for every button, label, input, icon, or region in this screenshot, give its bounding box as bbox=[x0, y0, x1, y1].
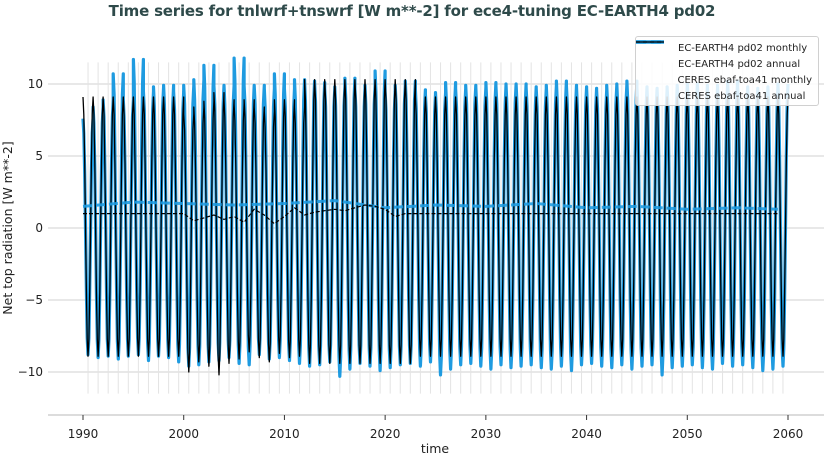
legend-label: CERES ebaf-toa41 monthly bbox=[677, 74, 812, 86]
x-tick-label: 2050 bbox=[672, 427, 703, 441]
legend-item-model-monthly: EC-EARTH4 pd02 monthly bbox=[636, 40, 812, 56]
obs-annual-line bbox=[83, 204, 778, 225]
x-tick-label: 2000 bbox=[168, 427, 199, 441]
x-tick-label: 1990 bbox=[68, 427, 99, 441]
legend-label: EC-EARTH4 pd02 monthly bbox=[678, 42, 808, 54]
dashed-thin-line-icon bbox=[636, 41, 670, 101]
legend-item-model-annual: EC-EARTH4 pd02 annual bbox=[636, 40, 812, 72]
model-annual-line bbox=[82, 199, 778, 211]
legend: EC-EARTH4 pd02 monthly EC-EARTH4 pd02 an… bbox=[635, 36, 819, 106]
y-axis-title: Net top radiation [W m**-2] bbox=[0, 141, 15, 314]
chart-title: Time series for tnlwrf+tnswrf [W m**-2] … bbox=[108, 2, 716, 20]
solid-thin-line-icon bbox=[636, 41, 669, 85]
y-axis-ticks: 10 5 0 −5 −10 bbox=[18, 77, 43, 379]
legend-label: EC-EARTH4 pd02 annual bbox=[678, 58, 801, 70]
x-tick-label: 2060 bbox=[773, 427, 804, 441]
obs-monthly-line bbox=[82, 79, 789, 376]
legend-label: CERES ebaf-toa41 annual bbox=[678, 90, 806, 102]
series-layer bbox=[81, 56, 790, 394]
dashed-thick-line-icon bbox=[636, 40, 670, 69]
x-tick-label: 2020 bbox=[370, 427, 401, 441]
x-tick-label: 2030 bbox=[471, 427, 502, 441]
y-tick-label: −5 bbox=[25, 293, 43, 307]
y-tick-label: 0 bbox=[35, 221, 43, 235]
legend-item-obs-monthly: CERES ebaf-toa41 monthly bbox=[636, 41, 812, 88]
x-tick-label: 2010 bbox=[269, 427, 300, 441]
x-tick-label: 2040 bbox=[571, 427, 602, 441]
x-axis-ticks: 1990 2000 2010 2020 2030 2040 2050 2060 bbox=[68, 415, 804, 441]
legend-item-obs-annual: CERES ebaf-toa41 annual bbox=[636, 41, 812, 104]
y-tick-label: −10 bbox=[18, 365, 43, 379]
y-tick-label: 5 bbox=[35, 149, 43, 163]
y-tick-label: 10 bbox=[28, 77, 43, 91]
x-axis-title: time bbox=[421, 441, 450, 456]
